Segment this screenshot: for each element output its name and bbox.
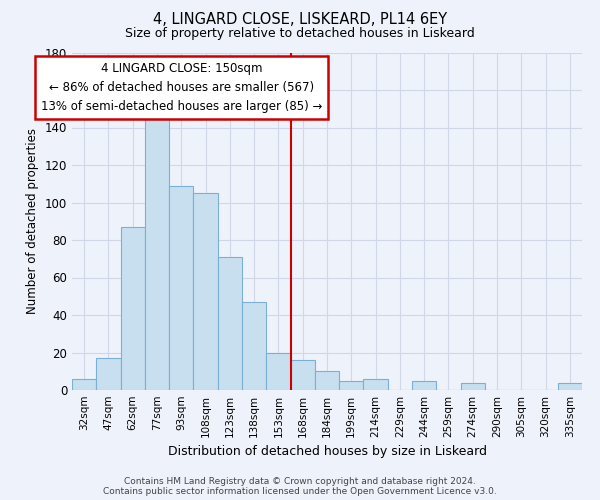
- Bar: [461, 382, 485, 390]
- Bar: [412, 380, 436, 390]
- Bar: [242, 302, 266, 390]
- Text: Contains public sector information licensed under the Open Government Licence v3: Contains public sector information licen…: [103, 487, 497, 496]
- Y-axis label: Number of detached properties: Number of detached properties: [26, 128, 39, 314]
- Bar: [266, 352, 290, 390]
- Bar: [145, 116, 169, 390]
- Bar: [339, 380, 364, 390]
- Bar: [290, 360, 315, 390]
- Text: 4, LINGARD CLOSE, LISKEARD, PL14 6EY: 4, LINGARD CLOSE, LISKEARD, PL14 6EY: [153, 12, 447, 28]
- X-axis label: Distribution of detached houses by size in Liskeard: Distribution of detached houses by size …: [167, 446, 487, 458]
- Bar: [96, 358, 121, 390]
- Bar: [315, 371, 339, 390]
- Bar: [218, 257, 242, 390]
- Bar: [193, 193, 218, 390]
- Bar: [364, 379, 388, 390]
- Text: Contains HM Land Registry data © Crown copyright and database right 2024.: Contains HM Land Registry data © Crown c…: [124, 477, 476, 486]
- Bar: [558, 382, 582, 390]
- Text: 4 LINGARD CLOSE: 150sqm
← 86% of detached houses are smaller (567)
13% of semi-d: 4 LINGARD CLOSE: 150sqm ← 86% of detache…: [41, 62, 322, 113]
- Bar: [169, 186, 193, 390]
- Bar: [72, 379, 96, 390]
- Bar: [121, 227, 145, 390]
- Text: Size of property relative to detached houses in Liskeard: Size of property relative to detached ho…: [125, 28, 475, 40]
